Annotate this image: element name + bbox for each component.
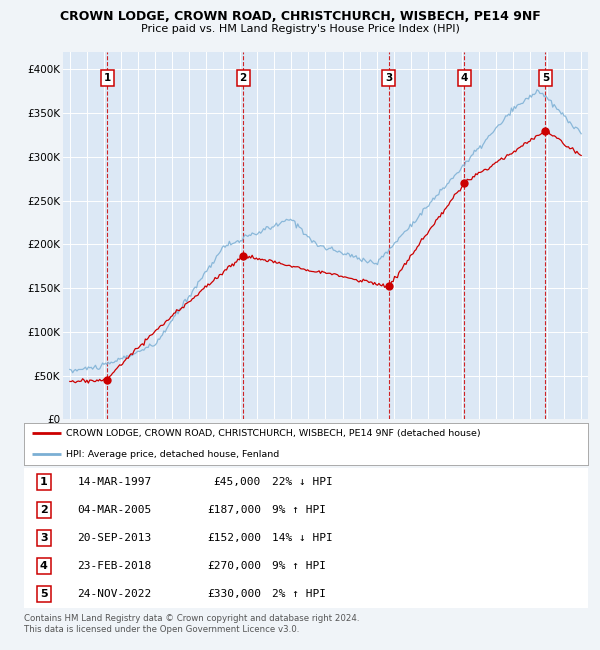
Text: £187,000: £187,000 xyxy=(207,505,261,515)
Text: CROWN LODGE, CROWN ROAD, CHRISTCHURCH, WISBECH, PE14 9NF (detached house): CROWN LODGE, CROWN ROAD, CHRISTCHURCH, W… xyxy=(66,428,481,437)
Text: 5: 5 xyxy=(40,589,47,599)
Text: Price paid vs. HM Land Registry's House Price Index (HPI): Price paid vs. HM Land Registry's House … xyxy=(140,24,460,34)
Text: 14-MAR-1997: 14-MAR-1997 xyxy=(77,477,152,487)
Text: 20-SEP-2013: 20-SEP-2013 xyxy=(77,533,152,543)
Text: 2: 2 xyxy=(239,73,247,83)
Text: 1: 1 xyxy=(104,73,111,83)
Text: HPI: Average price, detached house, Fenland: HPI: Average price, detached house, Fenl… xyxy=(66,450,280,459)
Text: 2% ↑ HPI: 2% ↑ HPI xyxy=(272,589,326,599)
Text: 24-NOV-2022: 24-NOV-2022 xyxy=(77,589,152,599)
Text: 4: 4 xyxy=(40,561,47,571)
Text: Contains HM Land Registry data © Crown copyright and database right 2024.
This d: Contains HM Land Registry data © Crown c… xyxy=(24,614,359,634)
Text: 4: 4 xyxy=(461,73,468,83)
Text: 04-MAR-2005: 04-MAR-2005 xyxy=(77,505,152,515)
Text: 9% ↑ HPI: 9% ↑ HPI xyxy=(272,505,326,515)
Text: 3: 3 xyxy=(385,73,392,83)
Text: £270,000: £270,000 xyxy=(207,561,261,571)
Text: 9% ↑ HPI: 9% ↑ HPI xyxy=(272,561,326,571)
Text: 5: 5 xyxy=(542,73,549,83)
Text: 22% ↓ HPI: 22% ↓ HPI xyxy=(272,477,333,487)
Text: £152,000: £152,000 xyxy=(207,533,261,543)
Text: 3: 3 xyxy=(40,533,47,543)
Text: £330,000: £330,000 xyxy=(207,589,261,599)
Text: 1: 1 xyxy=(40,477,47,487)
Text: 2: 2 xyxy=(40,505,47,515)
Text: 23-FEB-2018: 23-FEB-2018 xyxy=(77,561,152,571)
Text: £45,000: £45,000 xyxy=(214,477,261,487)
Text: CROWN LODGE, CROWN ROAD, CHRISTCHURCH, WISBECH, PE14 9NF: CROWN LODGE, CROWN ROAD, CHRISTCHURCH, W… xyxy=(59,10,541,23)
Text: 14% ↓ HPI: 14% ↓ HPI xyxy=(272,533,333,543)
